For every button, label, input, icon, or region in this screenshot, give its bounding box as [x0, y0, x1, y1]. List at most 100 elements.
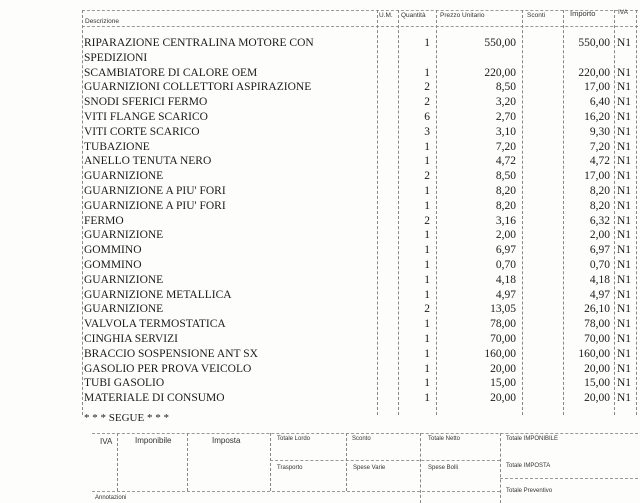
item-quantity: 1 — [424, 199, 430, 212]
item-description: GUARNIZIONE A PIU' FORI — [84, 185, 226, 197]
item-quantity: 1 — [424, 362, 430, 375]
item-unit-price: 8,50 — [495, 170, 516, 183]
item-unit-price: 2,00 — [495, 229, 516, 242]
item-iva: N1 — [617, 96, 632, 109]
footer-trasporto: Trasporto — [277, 465, 303, 471]
item-description: SNODI SFERICI FERMO — [84, 96, 208, 109]
item-description: GUARNIZIONI COLLETTORI ASPIRAZIONE — [84, 81, 312, 94]
item-description: GASOLIO PER PROVA VEICOLO — [84, 362, 252, 375]
divider — [436, 10, 437, 415]
item-unit-price: 550,00 — [484, 37, 516, 49]
item-iva: N1 — [617, 273, 632, 286]
table-row: GASOLIO PER PROVA VEICOLO 1 20,00 20,00 N1 — [84, 362, 636, 376]
divider — [346, 433, 347, 491]
item-quantity: 2 — [424, 170, 430, 183]
item-description: VITI CORTE SCARICO — [84, 125, 200, 138]
header-quantity: Quantità — [401, 12, 426, 19]
item-iva: N1 — [617, 140, 632, 153]
item-description: GUARNIZIONE A PIU' FORI — [84, 199, 226, 212]
item-quantity: 1 — [424, 155, 430, 168]
table-row: GUARNIZIONE METALLICA 1 4,97 4,97 N1 — [84, 288, 636, 302]
item-unit-price: 6,97 — [495, 244, 516, 257]
item-description: BRACCIO SOSPENSIONE ANT SX — [84, 347, 258, 360]
item-description: GOMMINO — [84, 244, 142, 257]
item-unit-price: 160,00 — [484, 347, 516, 360]
table-row: ANELLO TENUTA NERO 1 4,72 4,72 N1 — [84, 154, 636, 168]
item-amount: 7,20 — [589, 140, 610, 153]
item-description: VITI FLANGE SCARICO — [84, 111, 208, 123]
item-iva: N1 — [617, 199, 632, 212]
item-iva: N1 — [617, 362, 632, 375]
item-quantity: 1 — [424, 259, 430, 271]
item-description: RIPARAZIONE CENTRALINA MOTORE CON — [84, 37, 314, 49]
item-quantity: 1 — [424, 140, 430, 153]
item-amount: 220,00 — [578, 66, 610, 79]
item-iva: N1 — [617, 81, 632, 94]
divider — [398, 10, 399, 415]
table-row: GUARNIZIONE 1 4,18 4,18 N1 — [84, 273, 636, 287]
table-row: MATERIALE DI CONSUMO 1 20,00 20,00 N1 — [84, 391, 636, 405]
item-iva: N1 — [617, 377, 632, 390]
item-amount: 8,20 — [589, 199, 610, 212]
footer-totale-lordo: Totale Lordo — [277, 436, 311, 442]
item-quantity: 1 — [424, 333, 430, 345]
footer-spese-bolli: Spese Bolli — [428, 465, 459, 471]
item-amount: 0,70 — [589, 259, 610, 271]
table-row: GUARNIZIONE A PIU' FORI 1 8,20 8,20 N1 — [84, 199, 636, 213]
item-unit-price: 3,20 — [495, 96, 516, 109]
item-iva: N1 — [617, 229, 632, 242]
item-description: MATERIALE DI CONSUMO — [84, 392, 225, 405]
item-iva: N1 — [617, 37, 632, 49]
item-amount: 8,20 — [589, 185, 610, 197]
footer-totale-imponibile: Totale IMPONIBILE — [506, 436, 559, 442]
header-discounts: Sconti — [527, 12, 546, 19]
item-amount: 17,00 — [584, 81, 610, 94]
item-unit-price: 13,05 — [490, 303, 516, 316]
divider — [563, 10, 564, 415]
item-unit-price: 4,72 — [495, 155, 516, 168]
table-row: GOMMINO 1 6,97 6,97 N1 — [84, 243, 636, 257]
item-quantity: 1 — [424, 185, 430, 197]
item-amount: 4,97 — [589, 288, 610, 301]
item-iva: N1 — [617, 155, 632, 168]
item-amount: 17,00 — [584, 170, 610, 183]
table-row: GUARNIZIONI COLLETTORI ASPIRAZIONE 2 8,50 1… — [84, 80, 636, 94]
item-iva: N1 — [617, 288, 632, 301]
item-iva: N1 — [617, 170, 632, 183]
divider — [614, 10, 615, 415]
table-row: FERMO 2 3,16 6,32 N1 — [84, 214, 636, 228]
footer-imposta: Imposta — [212, 436, 241, 445]
item-quantity: 1 — [424, 318, 430, 331]
divider — [270, 460, 500, 461]
continues-label: * * * SEGUE * * * — [84, 412, 169, 424]
table-row: VALVOLA TERMOSTATICA 1 78,00 78,00 N1 — [84, 317, 636, 331]
table-row: TUBI GASOLIO 1 15,00 15,00 N1 — [84, 376, 636, 390]
footer-totale-preventivo: Totale Preventivo — [506, 488, 553, 494]
item-quantity: 1 — [424, 66, 430, 79]
item-iva: N1 — [617, 318, 632, 331]
item-quantity: 1 — [424, 377, 430, 390]
item-iva: N1 — [617, 125, 632, 138]
item-amount: 70,00 — [584, 333, 610, 345]
item-amount: 160,00 — [578, 347, 610, 360]
item-amount: 20,00 — [584, 392, 610, 405]
item-description: GUARNIZIONE — [84, 303, 164, 316]
item-quantity: 6 — [424, 111, 430, 123]
item-iva: N1 — [617, 244, 632, 257]
item-description: VALVOLA TERMOSTATICA — [84, 318, 226, 331]
table-row: GOMMINO 1 0,70 0,70 N1 — [84, 258, 636, 272]
footer-totale-netto: Totale Netto — [428, 436, 461, 442]
item-amount: 2,00 — [589, 229, 610, 242]
divider — [522, 10, 523, 415]
item-unit-price: 4,18 — [495, 273, 516, 286]
item-quantity: 1 — [424, 288, 430, 301]
item-iva: N1 — [617, 214, 632, 227]
item-quantity: 1 — [424, 392, 430, 405]
divider — [420, 433, 421, 503]
footer-iva: IVA — [100, 437, 113, 446]
item-description: GUARNIZIONE METALLICA — [84, 288, 232, 301]
item-unit-price: 3,16 — [495, 214, 516, 227]
table-row: GUARNIZIONE 2 13,05 26,10 N1 — [84, 302, 636, 316]
divider — [92, 491, 500, 492]
item-amount: 16,20 — [584, 111, 610, 123]
